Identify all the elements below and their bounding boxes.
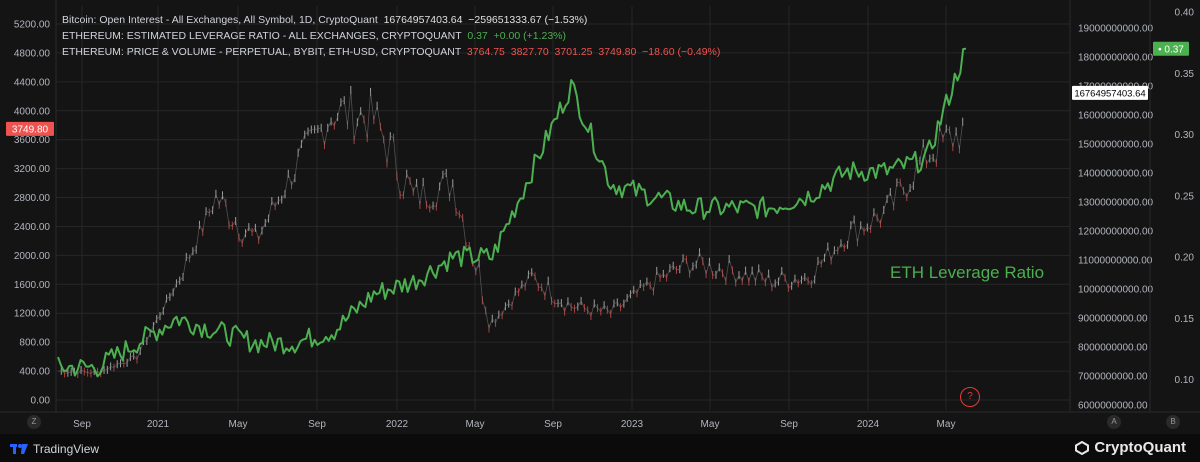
mid-axis-tick-label: 18000000000.00 [1078,53,1154,64]
mid-axis-tick-label: 15000000000.00 [1078,140,1154,151]
legend-price-high: 3827.70 [510,46,549,58]
x-axis-tick-label: Sep [73,419,91,430]
legend-leverage-title: ETHEREUM: ESTIMATED LEVERAGE RATIO - ALL… [62,30,462,42]
legend-leverage-change: +0.00 (+1.23%) [493,30,566,42]
legend-oi-change: −259651333.67 (−1.53%) [468,14,588,26]
tradingview-label: TradingView [33,442,100,456]
left-axis-tick-label: 5200.00 [14,20,51,31]
x-axis-tick-label: 2024 [857,419,880,430]
x-axis-tick-label: Sep [308,419,326,430]
left-axis-tick-label: 2400.00 [14,222,51,233]
right-axis-tick-label: 0.35 [1175,69,1195,80]
x-axis-tick-label: May [701,419,720,430]
mid-axis-tick-label: 16000000000.00 [1078,111,1154,122]
left-axis-tick-label: 1200.00 [14,309,51,320]
right-axis-tick-label: 0.30 [1175,130,1195,141]
cryptoquant-logo: CryptoQuant [1075,439,1186,456]
price-line [57,89,964,375]
price-badge [6,121,54,136]
x-axis-tick-label: May [229,419,248,430]
x-axis-tick-label: May [466,419,485,430]
legend-price-title: ETHEREUM: PRICE & VOLUME - PERPETUAL, BY… [62,46,462,58]
legend-price: ETHEREUM: PRICE & VOLUME - PERPETUAL, BY… [62,44,720,60]
footer-bar [0,434,1200,462]
legend-oi-title: Bitcoin: Open Interest - All Exchanges, … [62,14,378,26]
tradingview-logo[interactable]: TradingView [10,442,99,456]
legend-leverage: ETHEREUM: ESTIMATED LEVERAGE RATIO - ALL… [62,28,720,44]
left-axis-tick-label: 4800.00 [14,48,51,59]
right-axis-tick-label: 0.10 [1175,375,1195,386]
x-axis-tick-label: Sep [780,419,798,430]
right-axis-tick-label: 0.40 [1175,8,1195,19]
x-axis-tick-label: 2022 [386,419,409,430]
left-axis-tick-label: 4400.00 [14,77,51,88]
legend-leverage-value: 0.37 [467,30,488,42]
left-axis-tick-label: 4000.00 [14,106,51,117]
left-axis-tick-label: 3600.00 [14,135,51,146]
price-badge-label: 3749.80 [12,124,49,135]
cryptoquant-icon [1075,440,1090,455]
x-axis-tick-label: Sep [544,419,562,430]
left-axis-tick-label: 400.00 [19,367,50,378]
mid-axis-tick-label: 8000000000.00 [1078,343,1148,354]
left-axis-tick-label: 1600.00 [14,280,51,291]
chart-legend: Bitcoin: Open Interest - All Exchanges, … [62,12,720,60]
help-icon[interactable]: ? [960,387,980,407]
axis-corner-left[interactable]: Z [27,415,41,429]
tradingview-icon [10,444,28,454]
mid-axis-tick-label: 11000000000.00 [1078,256,1153,267]
mid-axis-tick-label: 7000000000.00 [1078,372,1148,383]
leverage-line [57,47,967,378]
legend-price-close: 3749.80 [598,46,637,58]
mid-axis-tick-label: 12000000000.00 [1078,227,1154,238]
legend-open-interest: Bitcoin: Open Interest - All Exchanges, … [62,12,720,28]
legend-price-low: 3701.25 [554,46,593,58]
axis-corner-right[interactable]: B [1166,415,1180,429]
legend-price-change: −18.60 (−0.49%) [642,46,721,58]
mid-axis-tick-label: 10000000000.00 [1078,285,1154,296]
x-axis-tick-label: May [937,419,956,430]
eth-leverage-annotation: ETH Leverage Ratio [890,263,1045,282]
legend-price-open: 3764.75 [466,46,505,58]
cryptoquant-label: CryptoQuant [1094,439,1186,456]
x-axis-tick-label: 2021 [147,419,170,430]
oi-badge [1072,85,1148,100]
mid-axis-tick-label: 6000000000.00 [1078,401,1148,412]
mid-axis-tick-label: 19000000000.00 [1078,24,1154,35]
legend-oi-value: 16764957403.64 [383,14,463,26]
mid-axis-tick-label: 13000000000.00 [1078,198,1154,209]
right-axis-tick-label: 0.15 [1175,314,1195,325]
axis-corner-mid[interactable]: A [1107,415,1121,429]
left-axis-tick-label: 800.00 [19,338,50,349]
left-axis-tick-label: 0.00 [31,396,51,407]
right-axis-tick-label: 0.25 [1175,191,1195,202]
mid-axis-tick-label: 9000000000.00 [1078,314,1148,325]
x-axis-tick-label: 2023 [621,419,644,430]
left-axis-tick-label: 2800.00 [14,193,51,204]
left-axis-tick-label: 2000.00 [14,251,51,262]
leverage-badge-label: • 0.37 [1158,44,1184,55]
right-axis-tick-label: 0.20 [1175,253,1195,264]
leverage-badge [1153,41,1189,56]
left-axis-tick-label: 3200.00 [14,164,51,175]
oi-badge-label: 16764957403.64 [1074,88,1145,99]
mid-axis-tick-label: 14000000000.00 [1078,169,1154,180]
